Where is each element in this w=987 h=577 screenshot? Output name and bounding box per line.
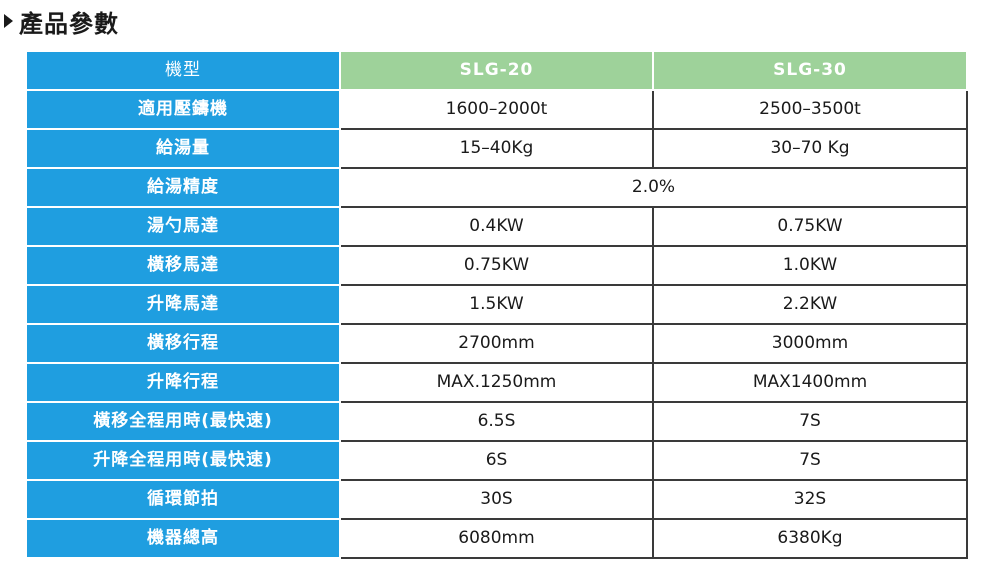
value-slg-20: 30S xyxy=(339,479,654,520)
value-slg-20: 15–40Kg xyxy=(339,128,654,169)
table-row: 給湯量 15–40Kg 30–70 Kg xyxy=(25,128,968,169)
value-slg-20: 2700mm xyxy=(339,323,654,364)
value-slg-30: 3000mm xyxy=(652,323,968,364)
header-model-slg-20: SLG-20 xyxy=(339,50,654,91)
row-label: 循環節拍 xyxy=(25,479,341,520)
triangle-bullet-icon xyxy=(4,14,13,28)
value-slg-30: 6380Kg xyxy=(652,518,968,559)
row-label: 機器總高 xyxy=(25,518,341,559)
value-merged: 2.0% xyxy=(339,167,968,208)
value-slg-30: 7S xyxy=(652,401,968,442)
value-slg-20: 0.4KW xyxy=(339,206,654,247)
row-label: 適用壓鑄機 xyxy=(25,89,341,130)
row-label: 給湯精度 xyxy=(25,167,341,208)
value-slg-30: 2500–3500t xyxy=(652,89,968,130)
value-slg-30: 7S xyxy=(652,440,968,481)
spec-table: 機型 SLG-20 SLG-30 適用壓鑄機 1600–2000t 2500–3… xyxy=(25,50,968,559)
value-slg-20: MAX.1250mm xyxy=(339,362,654,403)
value-slg-20: 6.5S xyxy=(339,401,654,442)
value-slg-20: 6S xyxy=(339,440,654,481)
value-slg-20: 1600–2000t xyxy=(339,89,654,130)
table-row: 機器總高 6080mm 6380Kg xyxy=(25,518,968,559)
section-heading: 產品參數 xyxy=(4,4,119,38)
table-row: 升降行程 MAX.1250mm MAX1400mm xyxy=(25,362,968,403)
table-row: 給湯精度 2.0% xyxy=(25,167,968,208)
value-slg-20: 1.5KW xyxy=(339,284,654,325)
table-row: 升降全程用時(最快速) 6S 7S xyxy=(25,440,968,481)
value-slg-30: 0.75KW xyxy=(652,206,968,247)
table-row: 升降馬達 1.5KW 2.2KW xyxy=(25,284,968,325)
value-slg-30: 32S xyxy=(652,479,968,520)
table-row: 橫移馬達 0.75KW 1.0KW xyxy=(25,245,968,286)
table-row: 橫移行程 2700mm 3000mm xyxy=(25,323,968,364)
row-label: 升降行程 xyxy=(25,362,341,403)
row-label: 給湯量 xyxy=(25,128,341,169)
row-label: 升降馬達 xyxy=(25,284,341,325)
value-slg-30: 2.2KW xyxy=(652,284,968,325)
row-label: 橫移馬達 xyxy=(25,245,341,286)
value-slg-20: 6080mm xyxy=(339,518,654,559)
table-header-row: 機型 SLG-20 SLG-30 xyxy=(25,50,968,91)
table-row: 湯勺馬達 0.4KW 0.75KW xyxy=(25,206,968,247)
table-row: 適用壓鑄機 1600–2000t 2500–3500t xyxy=(25,89,968,130)
row-label: 湯勺馬達 xyxy=(25,206,341,247)
table-row: 橫移全程用時(最快速) 6.5S 7S xyxy=(25,401,968,442)
value-slg-30: 30–70 Kg xyxy=(652,128,968,169)
header-model-slg-30: SLG-30 xyxy=(652,50,968,91)
row-label: 橫移行程 xyxy=(25,323,341,364)
table-row: 循環節拍 30S 32S xyxy=(25,479,968,520)
section-title: 產品參數 xyxy=(19,9,119,38)
value-slg-20: 0.75KW xyxy=(339,245,654,286)
row-label: 升降全程用時(最快速) xyxy=(25,440,341,481)
header-label-model: 機型 xyxy=(25,50,341,91)
row-label: 橫移全程用時(最快速) xyxy=(25,401,341,442)
value-slg-30: MAX1400mm xyxy=(652,362,968,403)
value-slg-30: 1.0KW xyxy=(652,245,968,286)
